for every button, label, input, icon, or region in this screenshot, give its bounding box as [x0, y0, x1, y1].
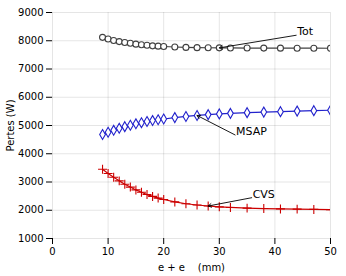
svg-text:7000: 7000	[18, 63, 43, 74]
svg-text:4000: 4000	[18, 148, 43, 159]
svg-text:MSAP: MSAP	[236, 125, 267, 138]
svg-text:6000: 6000	[18, 91, 43, 102]
svg-text:8000: 8000	[18, 35, 43, 46]
svg-text:e + e (mm): e + e (mm)	[158, 262, 225, 273]
svg-text:9000: 9000	[18, 7, 43, 18]
svg-text:50: 50	[324, 246, 337, 257]
svg-text:30: 30	[213, 246, 226, 257]
svg-text:3000: 3000	[18, 176, 43, 187]
svg-text:5000: 5000	[18, 120, 43, 131]
svg-text:40: 40	[269, 246, 282, 257]
svg-text:2000: 2000	[18, 204, 43, 215]
svg-text:Pertes (W): Pertes (W)	[5, 99, 16, 151]
svg-text:0: 0	[49, 246, 55, 257]
svg-text:20: 20	[157, 246, 170, 257]
svg-text:Tot: Tot	[296, 25, 314, 38]
svg-text:CVS: CVS	[253, 188, 275, 201]
svg-text:10: 10	[102, 246, 115, 257]
svg-text:1000: 1000	[18, 233, 43, 244]
